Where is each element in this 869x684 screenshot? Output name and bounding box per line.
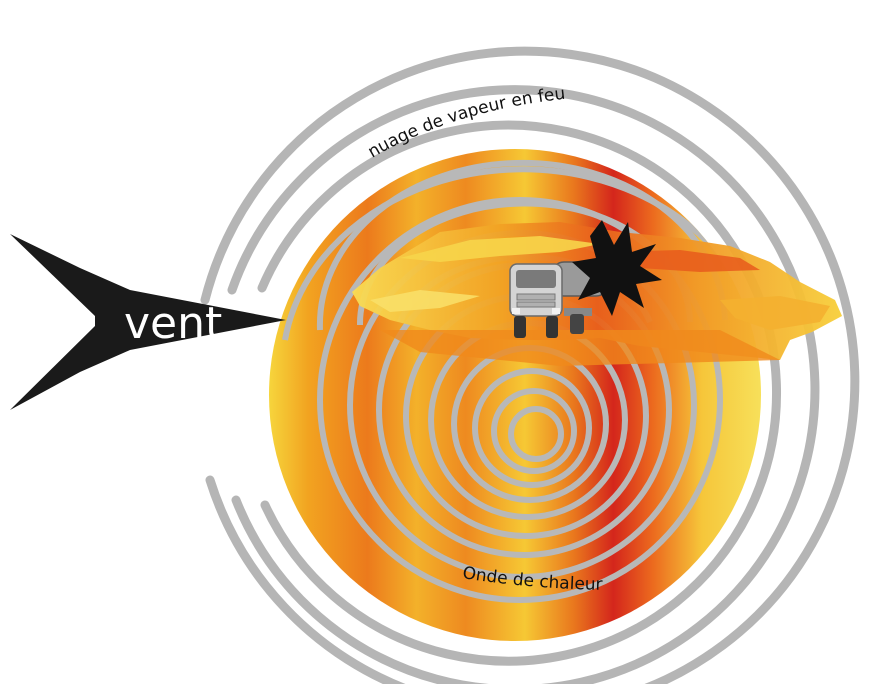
inner-circle-8 [491,388,577,474]
cloud-streak-4 [720,296,830,330]
explosion-star-icon [572,220,662,316]
cloud-tail [380,330,780,366]
ring-outer-1 [200,46,860,684]
wind-arrow-icon [10,234,286,410]
outer-rings [200,46,860,684]
cloud-streak-1 [400,236,600,262]
inner-circle-7 [472,368,592,488]
inner-circle-1 [317,197,723,603]
cloud-streak-3 [370,290,480,312]
wind-label: vent [124,298,222,349]
inner-circle-9 [508,406,564,462]
ring-outer-2 [227,85,820,684]
ring-outer-3 [257,120,782,666]
